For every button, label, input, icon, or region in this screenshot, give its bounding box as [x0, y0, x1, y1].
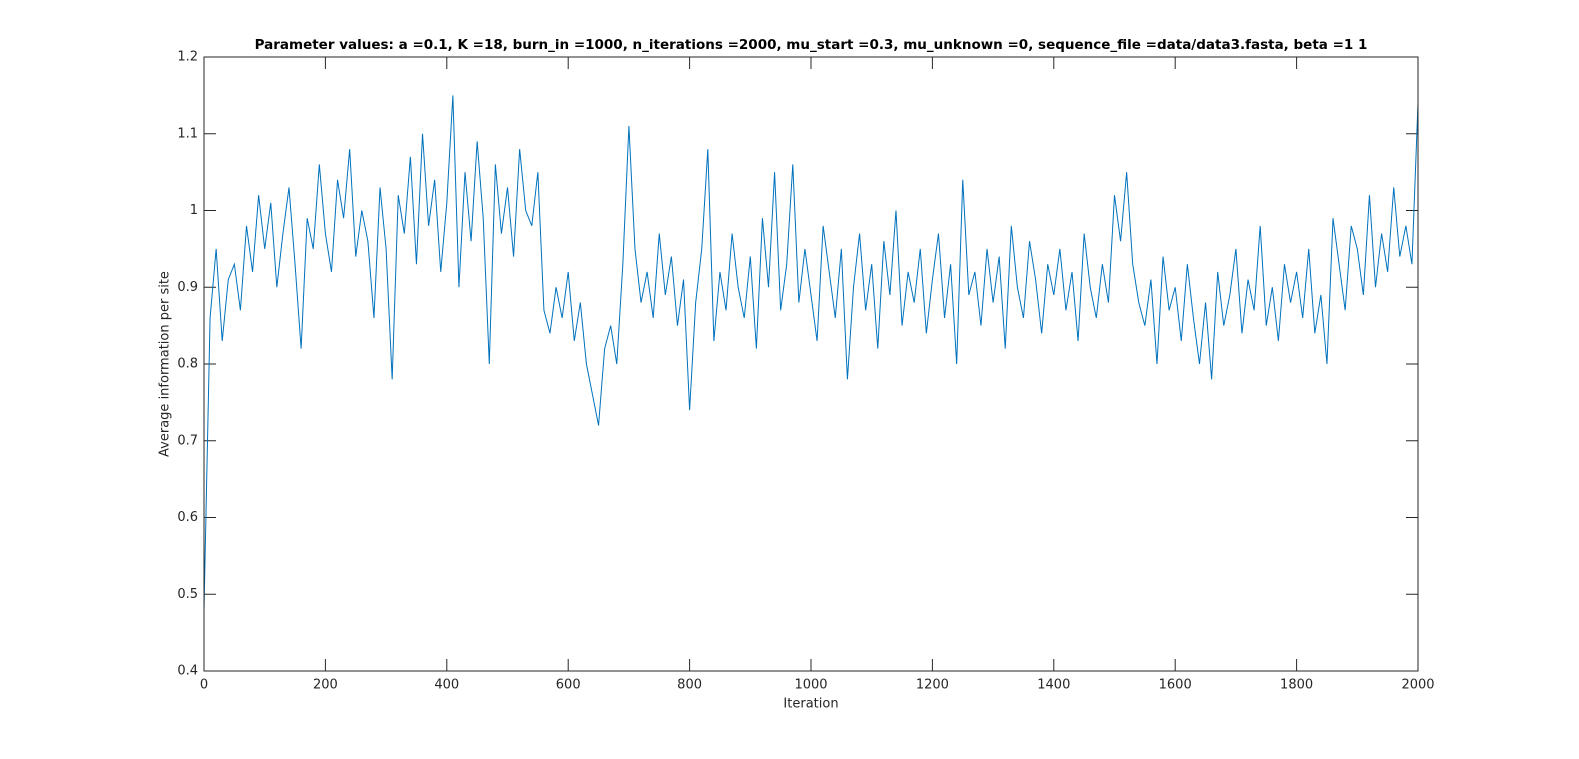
x-tick-label: 400	[434, 678, 459, 693]
x-tick-label: 1200	[916, 678, 949, 693]
x-tick-label: 800	[677, 678, 702, 693]
x-axis-label: Iteration	[783, 697, 838, 712]
x-tick-label: 2000	[1401, 678, 1434, 693]
x-tick-label: 0	[200, 678, 208, 693]
x-tick-label: 200	[313, 678, 338, 693]
x-tick-label: 1000	[794, 678, 827, 693]
y-axis-label: Average information per site	[158, 271, 173, 457]
y-tick-label: 1.1	[177, 126, 198, 141]
x-tick-label: 1600	[1159, 678, 1192, 693]
x-tick-label: 1800	[1280, 678, 1313, 693]
y-tick-label: 0.7	[177, 433, 198, 448]
y-tick-label: 0.4	[177, 664, 198, 679]
data-line	[203, 95, 1419, 610]
y-tick-label: 0.9	[177, 280, 198, 295]
y-tick-label: 0.6	[177, 510, 198, 525]
y-tick-label: 0.8	[177, 357, 198, 372]
plot-frame	[203, 56, 1419, 672]
chart-title: Parameter values: a =0.1, K =18, burn_in…	[255, 37, 1368, 53]
y-tick-label: 0.5	[177, 587, 198, 602]
x-tick-label: 1400	[1037, 678, 1070, 693]
y-tick-label: 1.2	[177, 50, 198, 65]
x-tick-label: 600	[556, 678, 581, 693]
y-tick-label: 1	[190, 203, 198, 218]
